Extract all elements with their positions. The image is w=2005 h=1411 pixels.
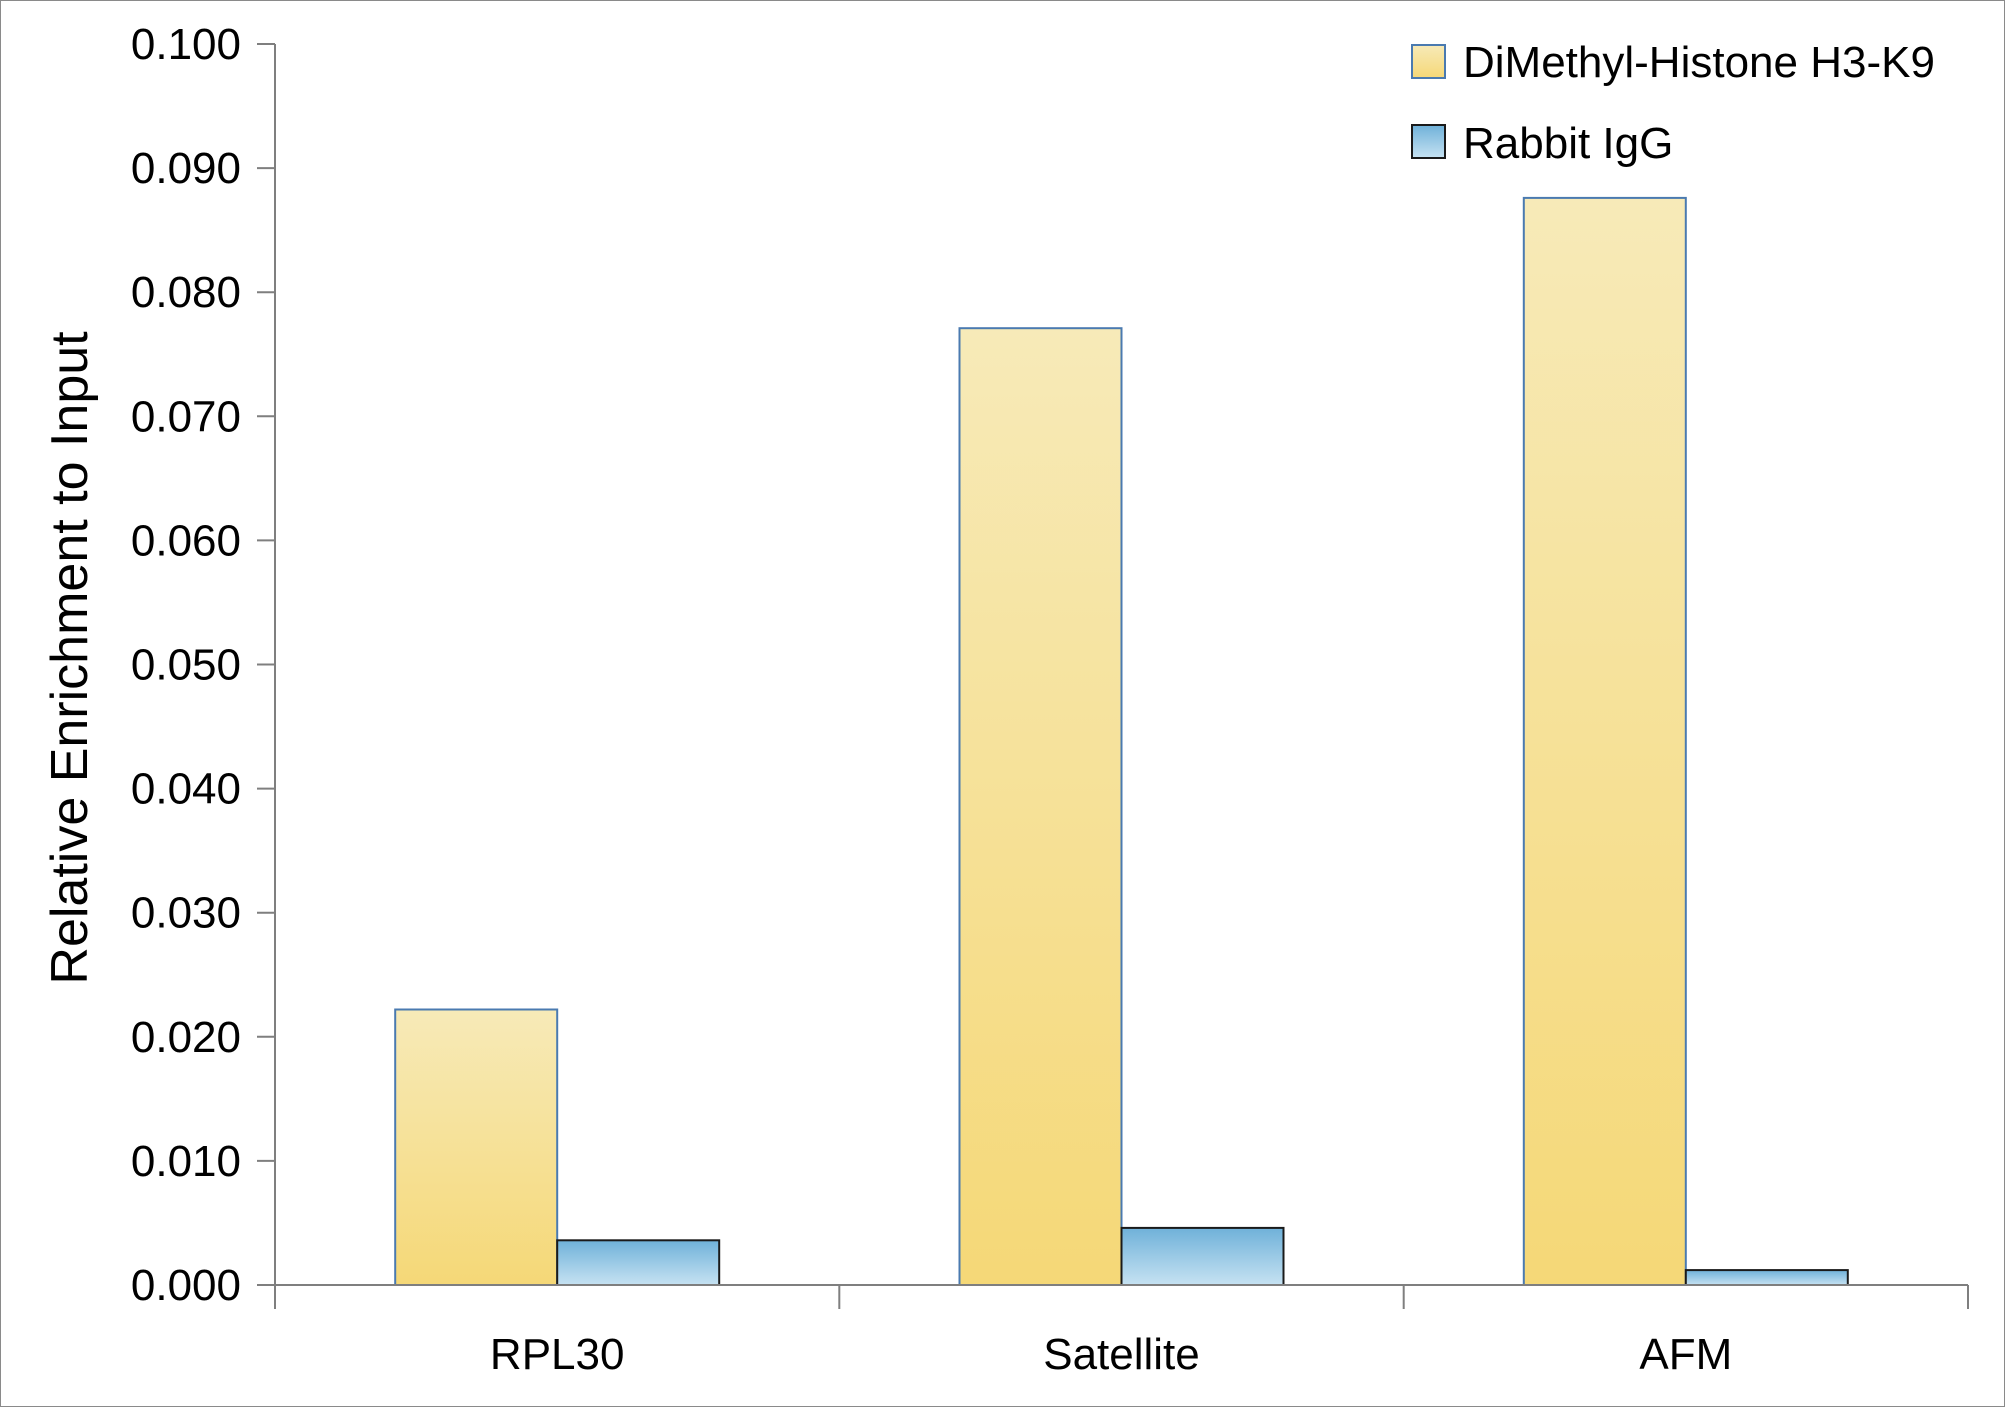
bar-satellite-dimethyl-histone-h3-k9 (958, 327, 1123, 1286)
legend-label-dimethyl: DiMethyl-Histone H3-K9 (1463, 38, 1935, 87)
y-tick-label: 0.050 (131, 641, 241, 690)
bar-afm-rabbit-igg (1684, 1269, 1849, 1286)
legend-swatch-rabbit-igg (1411, 124, 1446, 159)
x-tick-label-afm: AFM (1639, 1330, 1732, 1379)
bar-rpl30-dimethyl-histone-h3-k9 (394, 1008, 559, 1286)
bar-satellite-rabbit-igg (1120, 1226, 1285, 1287)
x-tick-label-rpl30: RPL30 (490, 1330, 625, 1379)
y-tick-label: 0.100 (131, 20, 241, 69)
bar-rpl30-rabbit-igg (556, 1239, 721, 1287)
legend-label-rabbit-igg: Rabbit IgG (1463, 119, 1673, 168)
y-tick-label: 0.000 (131, 1261, 241, 1310)
y-tick-label: 0.090 (131, 144, 241, 193)
legend: DiMethyl-Histone H3-K9 Rabbit IgG (1411, 38, 1935, 168)
bar-afm-dimethyl-histone-h3-k9 (1522, 196, 1687, 1286)
y-tick-label: 0.030 (131, 889, 241, 938)
y-tick-label: 0.020 (131, 1013, 241, 1062)
bars-layer (394, 196, 1849, 1287)
y-tick-label: 0.060 (131, 516, 241, 565)
x-tick-label-satellite: Satellite (1043, 1330, 1200, 1379)
legend-swatch-dimethyl (1411, 44, 1446, 79)
axes-layer: RPL30 Satellite AFM 0.000 0.010 0.020 0.030 0.0… (131, 20, 1969, 1379)
y-axis-title: Relative Enrichment to Input (41, 331, 99, 985)
y-tick-label: 0.080 (131, 268, 241, 317)
y-tick-label: 0.010 (131, 1137, 241, 1186)
y-tick-label: 0.040 (131, 765, 241, 814)
y-tick-label: 0.070 (131, 392, 241, 441)
